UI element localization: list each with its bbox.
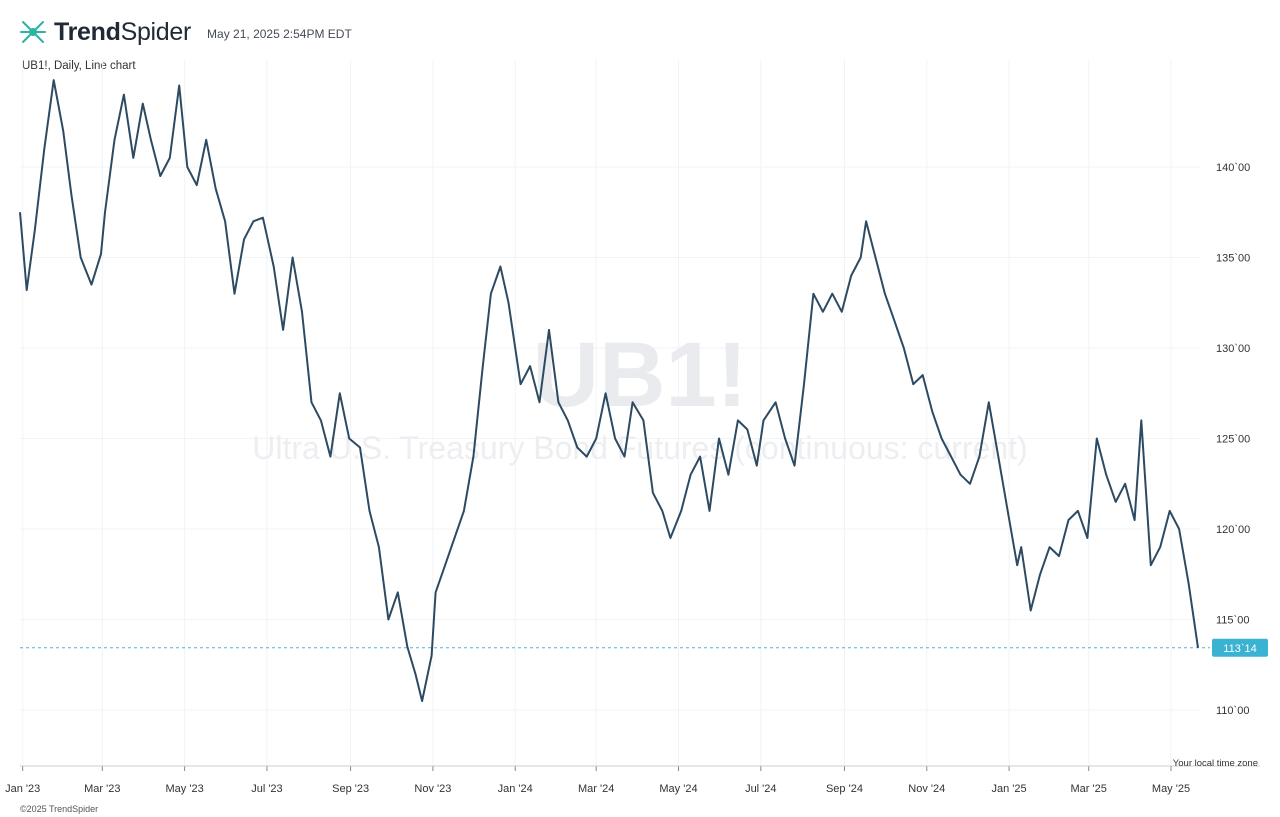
x-tick-label: Mar '24 [578, 783, 614, 795]
y-tick-label: 140`00 [1216, 162, 1250, 174]
brand-logo: TrendSpider [18, 17, 191, 47]
x-tick-label: Mar '23 [84, 783, 120, 795]
header: TrendSpider May 21, 2025 2:54PM EDT [18, 14, 352, 50]
y-tick-label: 120`00 [1216, 524, 1250, 536]
x-axis: Jan '23 Mar '23 May '23 Jul '23 Sep '23 Nov '… [5, 765, 1260, 795]
x-tick-label: Jan '25 [992, 783, 1027, 795]
last-price-label: 113`14 [1223, 643, 1256, 655]
last-price-badge-bg [1212, 638, 1268, 657]
y-tick-label: 115`00 [1216, 615, 1249, 627]
watermark: UB1! Ultra U.S. Treasury Bond Futures (c… [252, 324, 1027, 466]
y-tick-label: 110`00 [1216, 705, 1249, 717]
grid [20, 60, 1200, 766]
y-tick-label: 130`00 [1216, 343, 1250, 355]
x-tick-label: Sep '23 [332, 783, 369, 795]
x-tick-label: Mar '25 [1071, 783, 1107, 795]
trendspider-icon [20, 21, 46, 43]
x-tick-label: May '23 [166, 783, 204, 795]
chart-subtitle: UB1!, Daily, Line chart [22, 60, 136, 72]
brand-name: TrendSpider [54, 18, 191, 47]
x-tick-label: Nov '23 [414, 783, 451, 795]
price-line [19, 79, 1199, 702]
timezone-note[interactable]: Your local time zone [1172, 758, 1258, 769]
x-tick-label: May '25 [1152, 783, 1190, 795]
brand-name-light: Spider [120, 17, 192, 46]
last-price-badge: 113`14 [1212, 638, 1268, 657]
x-tick-label: May '24 [659, 783, 697, 795]
watermark-description: Ultra U.S. Treasury Bond Futures (contin… [252, 430, 1027, 466]
brand-name-bold: Trend [54, 17, 121, 46]
timestamp: May 21, 2025 2:54PM EDT [207, 26, 352, 41]
y-tick-label: 135`00 [1216, 253, 1250, 265]
y-tick-label: 125`00 [1216, 434, 1250, 446]
x-tick-label: Jan '23 [5, 783, 40, 795]
watermark-symbol: UB1! [533, 324, 748, 426]
y-axis: 110`00 115`00 120`00 125`00 130`00 135`00 140`… [1216, 162, 1250, 717]
x-tick-label: Jan '24 [498, 783, 533, 795]
copyright: ©2025 TrendSpider [20, 804, 99, 814]
x-tick-label: Nov '24 [908, 783, 945, 795]
x-tick-label: Jul '24 [745, 783, 776, 795]
x-tick-label: Sep '24 [826, 783, 863, 795]
x-tick-label: Jul '23 [251, 783, 282, 795]
